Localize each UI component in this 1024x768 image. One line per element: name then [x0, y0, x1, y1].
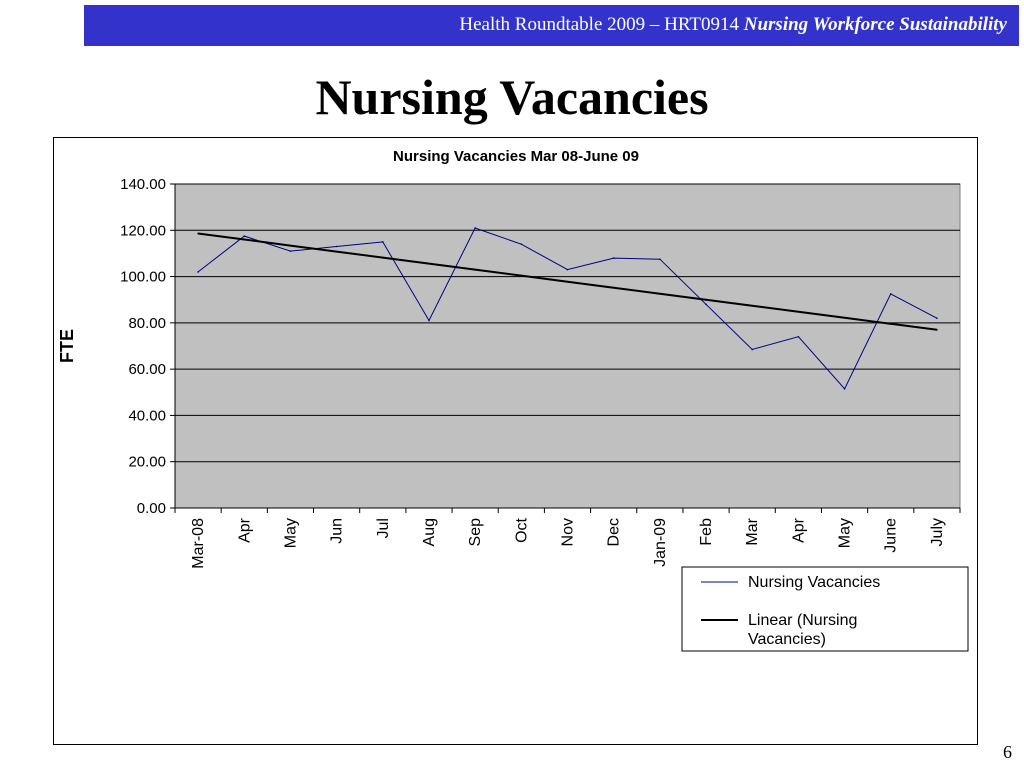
x-tick-label: May	[282, 518, 299, 548]
trend-point	[843, 316, 846, 319]
y-tick-label: 80.00	[128, 315, 166, 332]
y-tick-label: 60.00	[128, 361, 166, 378]
trend-point	[751, 304, 754, 307]
data-point	[612, 257, 615, 259]
data-point	[843, 388, 846, 390]
x-tick-label: Mar-08	[190, 518, 207, 569]
y-tick-label: 100.00	[120, 269, 166, 286]
header-prefix: Health Roundtable 2009 – HRT0914	[459, 14, 744, 35]
data-point	[936, 317, 938, 320]
data-point	[335, 245, 338, 248]
header-emphasis: Nursing Workforce Sustainability	[743, 14, 1007, 35]
page-number: 6	[1003, 742, 1012, 762]
data-point	[705, 303, 707, 306]
trend-point	[243, 238, 246, 241]
data-point	[243, 235, 246, 237]
data-point	[381, 241, 384, 243]
x-tick-label: Dec	[606, 518, 623, 546]
trend-point	[889, 322, 892, 325]
x-tick-label: Oct	[513, 517, 530, 542]
plot-area	[174, 183, 961, 509]
data-point	[197, 271, 199, 273]
x-tick-label: Nov	[560, 518, 577, 546]
chart-title: Nursing Vacancies Mar 08-June 09	[393, 148, 639, 165]
legend-label-nursing-vacancies: Nursing Vacancies	[748, 574, 880, 591]
header-text: Health Roundtable 2009 – HRT0914 Nursing…	[459, 14, 1007, 36]
data-point	[428, 319, 430, 322]
x-tick-label: Sep	[467, 518, 484, 547]
chart-frame: Nursing Vacancies Mar 08-June 09 0.00 20.0…	[53, 137, 978, 745]
trend-point	[381, 256, 384, 259]
trend-point	[474, 268, 476, 271]
y-tick-label: 20.00	[128, 454, 166, 471]
y-tick-label: 40.00	[128, 407, 166, 424]
legend-box	[681, 566, 969, 652]
x-tick-label: Feb	[698, 518, 715, 546]
legend-label-linear: Linear (Nursing	[748, 612, 857, 629]
trend-point	[197, 232, 199, 235]
trend-point	[612, 286, 615, 289]
trend-point	[797, 310, 800, 313]
trend-point	[335, 250, 338, 253]
trend-point	[566, 280, 569, 283]
data-point	[751, 348, 754, 351]
y-tick-label: 140.00	[120, 176, 166, 193]
x-tick-label: Apr	[790, 517, 807, 543]
data-point	[889, 293, 892, 295]
x-tick-label: June	[883, 518, 900, 553]
data-point	[797, 335, 800, 338]
x-tick-label: Jan-09	[652, 518, 669, 567]
data-point	[659, 258, 661, 261]
data-point	[520, 243, 523, 245]
x-tick-label: Jun	[329, 518, 346, 544]
y-tick-label: 0.00	[137, 500, 166, 517]
slide-title: Nursing Vacancies	[315, 69, 709, 125]
x-tick-label: Aug	[421, 518, 438, 546]
x-tick-label: May	[837, 518, 854, 548]
data-point	[566, 268, 569, 271]
x-tick-label: Apr	[236, 517, 253, 543]
y-tick-label: 120.00	[120, 222, 166, 239]
trend-point	[520, 274, 523, 277]
data-point	[289, 250, 292, 252]
header-bar: Health Roundtable 2009 – HRT0914 Nursing…	[84, 5, 1019, 46]
chart-svg: Nursing Vacancies Mar 08-June 09 0.00 20.0…	[57, 148, 969, 652]
trend-point	[289, 244, 292, 247]
trend-point	[659, 292, 661, 295]
y-axis-label: FTE	[57, 329, 77, 363]
trend-point	[936, 329, 938, 331]
trend-point	[705, 298, 707, 301]
data-point	[474, 227, 476, 229]
x-tick-label: Mar	[744, 517, 761, 545]
x-tick-label: Jul	[375, 518, 392, 538]
trend-point	[428, 262, 430, 265]
x-tick-label: July	[929, 518, 946, 546]
legend-label-linear: Vacancies)	[748, 631, 826, 648]
